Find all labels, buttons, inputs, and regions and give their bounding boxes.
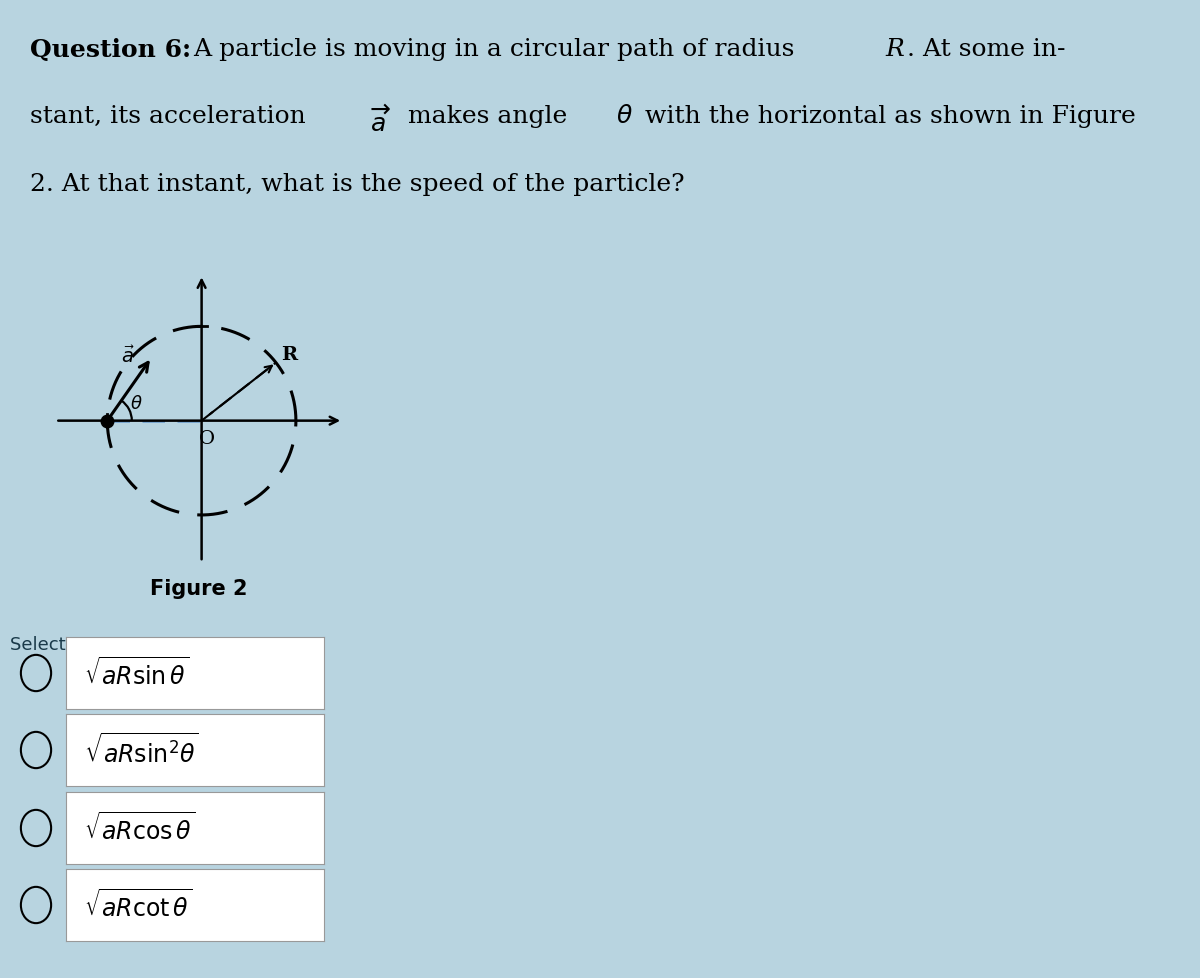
Text: A particle is moving in a circular path of radius: A particle is moving in a circular path … [193, 38, 794, 61]
Text: $\overrightarrow{a}$: $\overrightarrow{a}$ [370, 106, 391, 137]
Text: $\sqrt{aR\sin^{2}\!\theta}$: $\sqrt{aR\sin^{2}\!\theta}$ [84, 733, 199, 768]
Text: R: R [886, 38, 904, 61]
Text: $\theta$: $\theta$ [130, 395, 143, 413]
Text: $\vec{a}$: $\vec{a}$ [121, 345, 134, 367]
Text: O: O [199, 429, 215, 447]
Text: . At some in-: . At some in- [907, 38, 1066, 61]
Text: $\sqrt{aR\cos\theta}$: $\sqrt{aR\cos\theta}$ [84, 812, 196, 844]
Text: with the horizontal as shown in Figure: with the horizontal as shown in Figure [646, 106, 1135, 128]
Text: Figure 2: Figure 2 [150, 579, 247, 599]
Text: R: R [281, 346, 298, 364]
Text: stant, its acceleration: stant, its acceleration [30, 106, 306, 128]
Text: makes angle: makes angle [408, 106, 568, 128]
Text: Select one:: Select one: [10, 636, 110, 653]
Text: $\sqrt{aR\cot\theta}$: $\sqrt{aR\cot\theta}$ [84, 889, 192, 921]
Text: 2. At that instant, what is the speed of the particle?: 2. At that instant, what is the speed of… [30, 172, 685, 196]
Text: $\sqrt{aR\sin\theta}$: $\sqrt{aR\sin\theta}$ [84, 657, 190, 689]
Text: Question 6:: Question 6: [30, 38, 191, 62]
Text: $\theta$: $\theta$ [616, 106, 632, 128]
